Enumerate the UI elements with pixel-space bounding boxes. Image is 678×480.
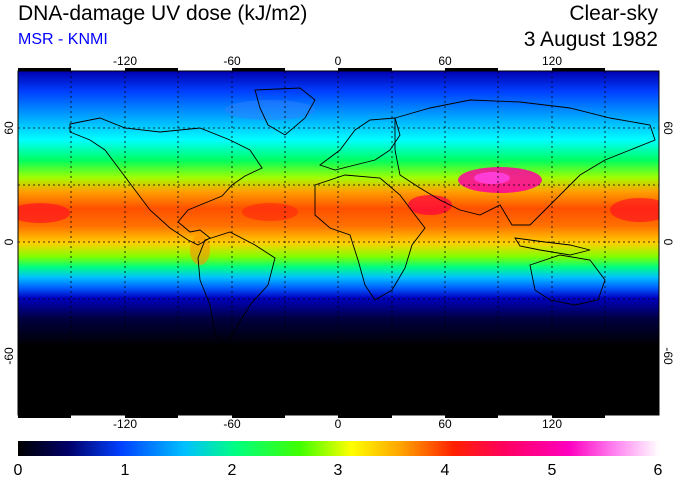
colorbar-tick-5: 5 xyxy=(548,462,557,479)
sky-condition-label: Clear-sky xyxy=(569,2,658,25)
greenland-coast xyxy=(254,87,316,136)
uv-field xyxy=(18,71,659,415)
lon-label-bottom-120w: -120 xyxy=(113,417,137,431)
lon-label-top-60e: 60 xyxy=(438,54,452,68)
pacific-east-maximum xyxy=(610,198,659,222)
tibet-core xyxy=(474,172,510,184)
lon-label-bottom-60e: 60 xyxy=(438,417,452,431)
indonesia-coast xyxy=(514,237,591,256)
americas-maximum xyxy=(242,203,298,221)
lon-label-top-120e: 120 xyxy=(542,54,562,68)
colorbar-tick-2: 2 xyxy=(228,462,237,479)
page-title: DNA-damage UV dose (kJ/m2) xyxy=(18,2,308,25)
graticule xyxy=(18,71,659,415)
lon-label-top-120w: -120 xyxy=(113,54,137,68)
lon-label-bottom-0: 0 xyxy=(335,417,342,431)
pacific-west-maximum xyxy=(18,203,70,223)
arctic-spot xyxy=(225,100,315,120)
colorbar-tick-1: 1 xyxy=(121,462,130,479)
lat-label-left-0: 0 xyxy=(2,238,16,245)
lat-label-left-60s: -60 xyxy=(2,347,16,365)
lat-label-left-60n: 60 xyxy=(2,121,16,135)
frame-border-ticks xyxy=(18,68,605,418)
colorbar-tick-3: 3 xyxy=(334,462,343,479)
europe-coast xyxy=(319,117,401,171)
colorbar-tick-0: 0 xyxy=(14,462,23,479)
australia-coast xyxy=(529,254,606,306)
lat-label-right-60s: -60 xyxy=(661,347,675,365)
south-america-coast xyxy=(197,231,276,346)
lat-label-right-0: 0 xyxy=(661,239,675,246)
date-label: 3 August 1982 xyxy=(523,28,658,51)
lon-label-top-0: 0 xyxy=(335,54,342,68)
lon-label-bottom-60w: -60 xyxy=(223,417,241,431)
lon-label-top-60w: -60 xyxy=(223,54,241,68)
source-label: MSR - KNMI xyxy=(18,31,108,48)
asia-coast xyxy=(394,99,656,226)
colorbar-tick-6: 6 xyxy=(654,462,663,479)
lat-label-right-60n: 60 xyxy=(661,121,675,135)
lon-label-bottom-120e: 120 xyxy=(542,417,562,431)
colorbar-tick-4: 4 xyxy=(441,462,450,479)
andes-spot xyxy=(190,235,210,265)
africa-coast xyxy=(314,174,426,301)
colorbar xyxy=(18,441,659,456)
